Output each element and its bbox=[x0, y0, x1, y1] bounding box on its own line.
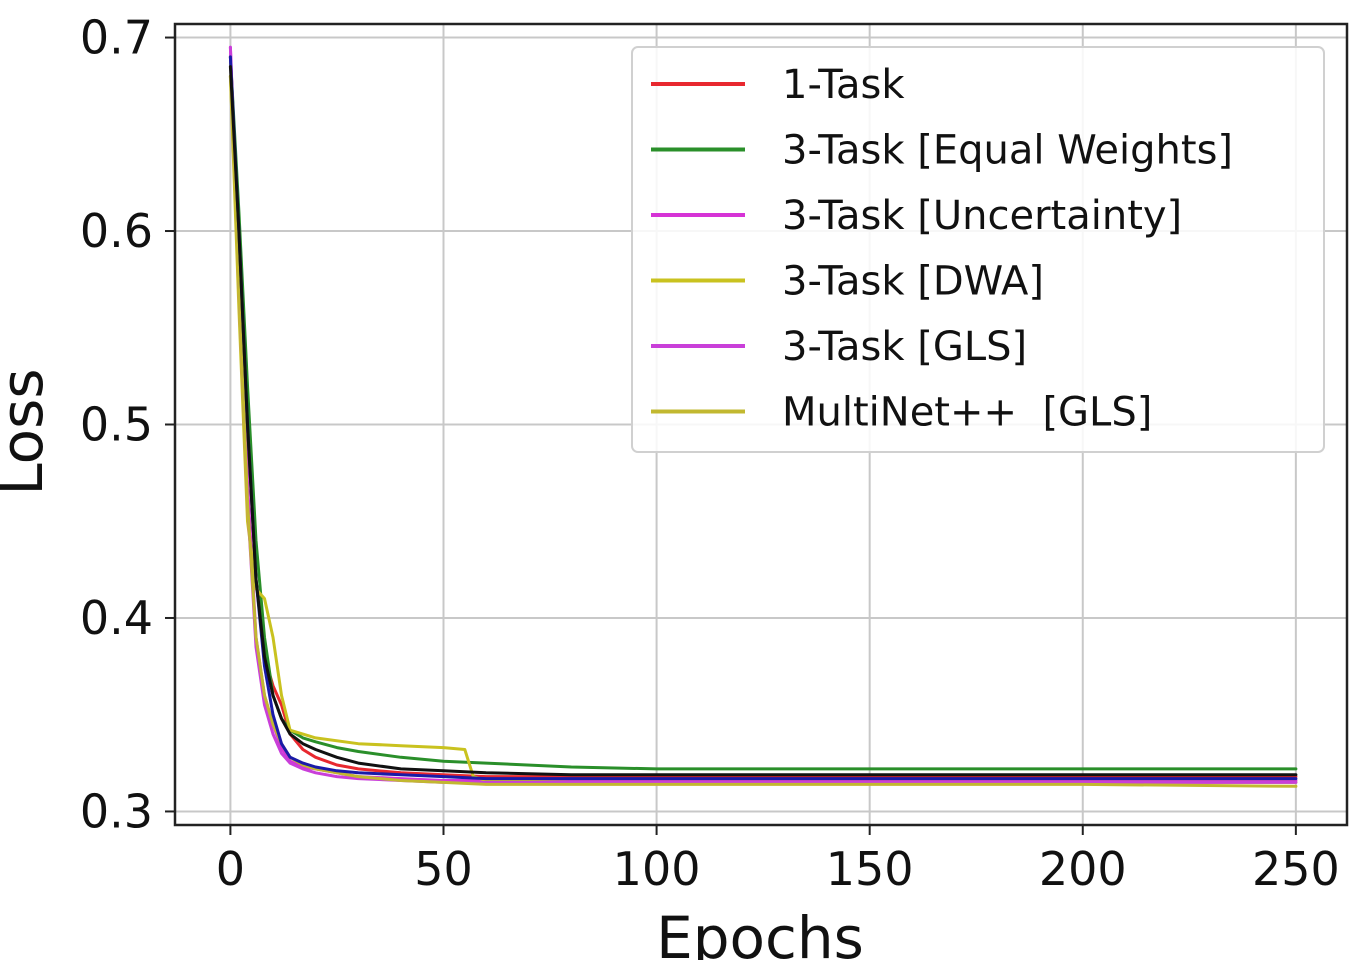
y-tick-label: 0.7 bbox=[80, 11, 153, 65]
legend-label: 3-Task [Uncertainty] bbox=[782, 193, 1182, 239]
y-tick-label: 0.5 bbox=[80, 398, 153, 452]
x-tick-label: 150 bbox=[826, 842, 914, 896]
y-tick-label: 0.3 bbox=[80, 784, 153, 838]
legend-label: 3-Task [DWA] bbox=[782, 259, 1044, 305]
series-line-unlabeled-7 bbox=[228, 65, 1298, 777]
x-tick-label: 250 bbox=[1252, 842, 1340, 896]
legend: 1-Task 3-Task [Equal Weights] 3-Task [Unce… bbox=[631, 46, 1325, 453]
series-line-3-task-equal-weights bbox=[228, 55, 1298, 771]
legend-label: MultiNet++ [GLS] bbox=[782, 390, 1152, 436]
legend-label: 3-Task [Equal Weights] bbox=[782, 128, 1233, 174]
legend-label: 1-Task bbox=[782, 62, 905, 108]
y-axis-label: Loss bbox=[0, 368, 56, 495]
y-tick-label: 0.4 bbox=[80, 591, 153, 645]
x-tick-label: 50 bbox=[414, 842, 473, 896]
x-tick-label: 0 bbox=[216, 842, 245, 896]
tick-layer: 0 50 100 150 200 250 0.3 0.4 0.5 0.6 0.7 bbox=[80, 11, 1340, 896]
x-axis-label: Epochs bbox=[656, 904, 864, 960]
legend-label: 3-Task [GLS] bbox=[782, 324, 1027, 370]
y-tick-label: 0.6 bbox=[80, 204, 153, 258]
x-tick-label: 200 bbox=[1039, 842, 1127, 896]
series-line-multinet-gls bbox=[228, 74, 1298, 788]
legend-frame bbox=[631, 46, 1325, 453]
series-layer bbox=[228, 45, 1298, 788]
x-tick-label: 100 bbox=[613, 842, 701, 896]
